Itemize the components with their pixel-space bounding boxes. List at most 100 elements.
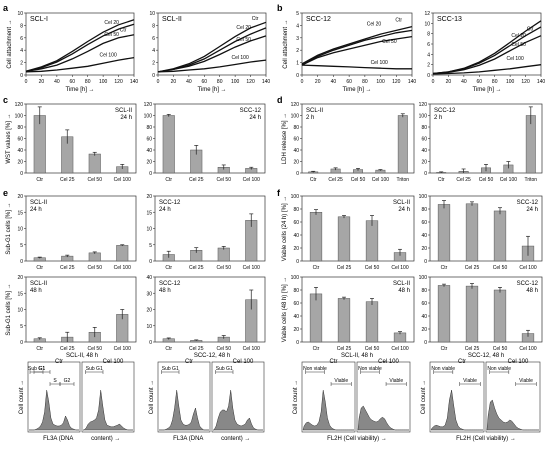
y-tick-label: 60 [293,301,299,307]
x-tick-label: 140 [537,79,546,85]
y-tick-label: 5 [20,324,23,330]
bar [162,115,175,174]
y-tick-label: 80 [421,288,427,294]
bar [88,252,101,262]
y-tick-label: 0 [424,259,427,265]
series-line-cel-50 [432,35,542,75]
y-tick-label: 20 [421,246,427,252]
y-tick-label: 60 [17,137,23,143]
x-axis-label: Time [h] → [472,87,501,93]
y-tick-label: 20 [17,194,23,200]
series-label: Ctr [120,28,127,34]
series-line-cel-100 [301,64,412,70]
y-tick-label: 40 [421,148,427,154]
y-tick-label: 80 [421,207,427,213]
y-tick-label: 40 [293,148,299,154]
y-tick-label: 0 [20,171,23,177]
bar [393,332,407,343]
bar [365,220,379,262]
y-tick-label: 6 [427,42,430,48]
histogram-trace [213,389,263,431]
y-tick-label: 100 [144,114,153,120]
category-label: Ctr [441,346,448,352]
y-tick-label: 2 [20,61,23,67]
chart-subtitle: 24 h [30,207,42,213]
y-tick-label: 5 [20,243,23,249]
x-tick-label: 140 [130,79,139,85]
category-label: Cel 50 [217,177,232,183]
category-label: Cel 25 [189,265,204,271]
category-label: Cel 25 [60,346,75,352]
category-label: Cel 100 [391,346,408,352]
series-line-cel-100 [25,56,135,73]
chart-title: SCL-II [30,281,47,287]
y-tick-label: 0 [296,340,299,346]
plot-frame [301,12,413,76]
y-tick-label: 10 [17,227,23,233]
series-line-ctr [301,25,413,65]
category-label: Triton [396,177,409,183]
series-line-cel-50 [25,34,135,72]
y-tick-label: 60 [421,137,427,143]
y-tick-label: 60 [293,220,299,226]
y-axis-label: LDH release [%] → [282,113,288,164]
y-tick-label: 20 [421,160,427,166]
y-tick-label: 80 [293,288,299,294]
chart-title: SCC-12 [240,108,262,114]
gate-label: Viable [389,378,403,384]
category-label: Cel 50 [479,177,494,183]
y-axis-label: Sub-G1 cells [%] → [6,202,12,254]
gate-label: G1 [39,366,46,372]
y-tick-label: 120 [291,102,300,108]
series-line-cel-20 [25,23,135,72]
x-tick-label: 140 [408,79,417,85]
y-tick-label: 20 [17,275,23,281]
x-axis-label: content) → [221,436,250,442]
x-tick-label: 100 [376,79,385,85]
category-label: Ctr [36,346,43,352]
bar [337,216,351,262]
y-tick-label: 8 [427,32,430,38]
x-axis-label: FL2H (Cell viability) → [327,436,387,442]
category-label: Cel 25 [60,265,75,271]
histogram-label: Cel 100 [508,359,529,365]
y-tick-label: 100 [419,114,428,120]
x-tick-label: 20 [171,79,177,85]
y-tick-label: 10 [17,308,23,314]
x-axis-label: Time [h] → [197,87,226,93]
y-axis-label: Cell attachment → [283,19,289,68]
bar [437,285,451,343]
chart-title: SCL-II [393,200,410,206]
category-label: Cel 50 [493,346,508,352]
y-tick-label: 4 [427,52,430,58]
series-label: Cel 50 [511,42,526,48]
x-axis-label: Time [h] → [342,87,371,93]
y-tick-label: 4 [296,23,299,29]
series-label: Ctr [395,18,402,24]
series-line-cel-50 [157,35,267,73]
y-tick-label: 40 [421,314,427,320]
y-axis-label: Cell attachment → [7,19,13,68]
x-axis-label: FL2H (Cell viability) → [456,436,516,442]
series-label: Cel 20 [104,20,119,26]
y-tick-label: 6 [152,36,155,42]
chart-subtitle: 48 h [30,288,42,294]
y-tick-label: 20 [146,194,152,200]
x-tick-label: 0 [432,79,435,85]
plot-frame [25,12,135,76]
category-label: Cel 100 [519,265,536,271]
chart-title: SCC-12 [306,16,331,23]
series-label: Cel 50 [104,32,119,38]
y-tick-label: 1 [296,61,299,67]
y-tick-label: 40 [293,314,299,320]
series-line-cel-100 [157,59,267,73]
gate-label: Viable [334,378,348,384]
chart-subtitle: 24 h [526,207,538,213]
histogram-title: SCL-II, 48 h [66,353,98,359]
x-tick-label: 0 [301,79,304,85]
x-tick-label: 20 [446,79,452,85]
x-tick-label: 80 [85,79,91,85]
histogram-label: Ctr [185,359,193,365]
y-tick-label: 0 [424,171,427,177]
y-tick-label: 10 [146,227,152,233]
